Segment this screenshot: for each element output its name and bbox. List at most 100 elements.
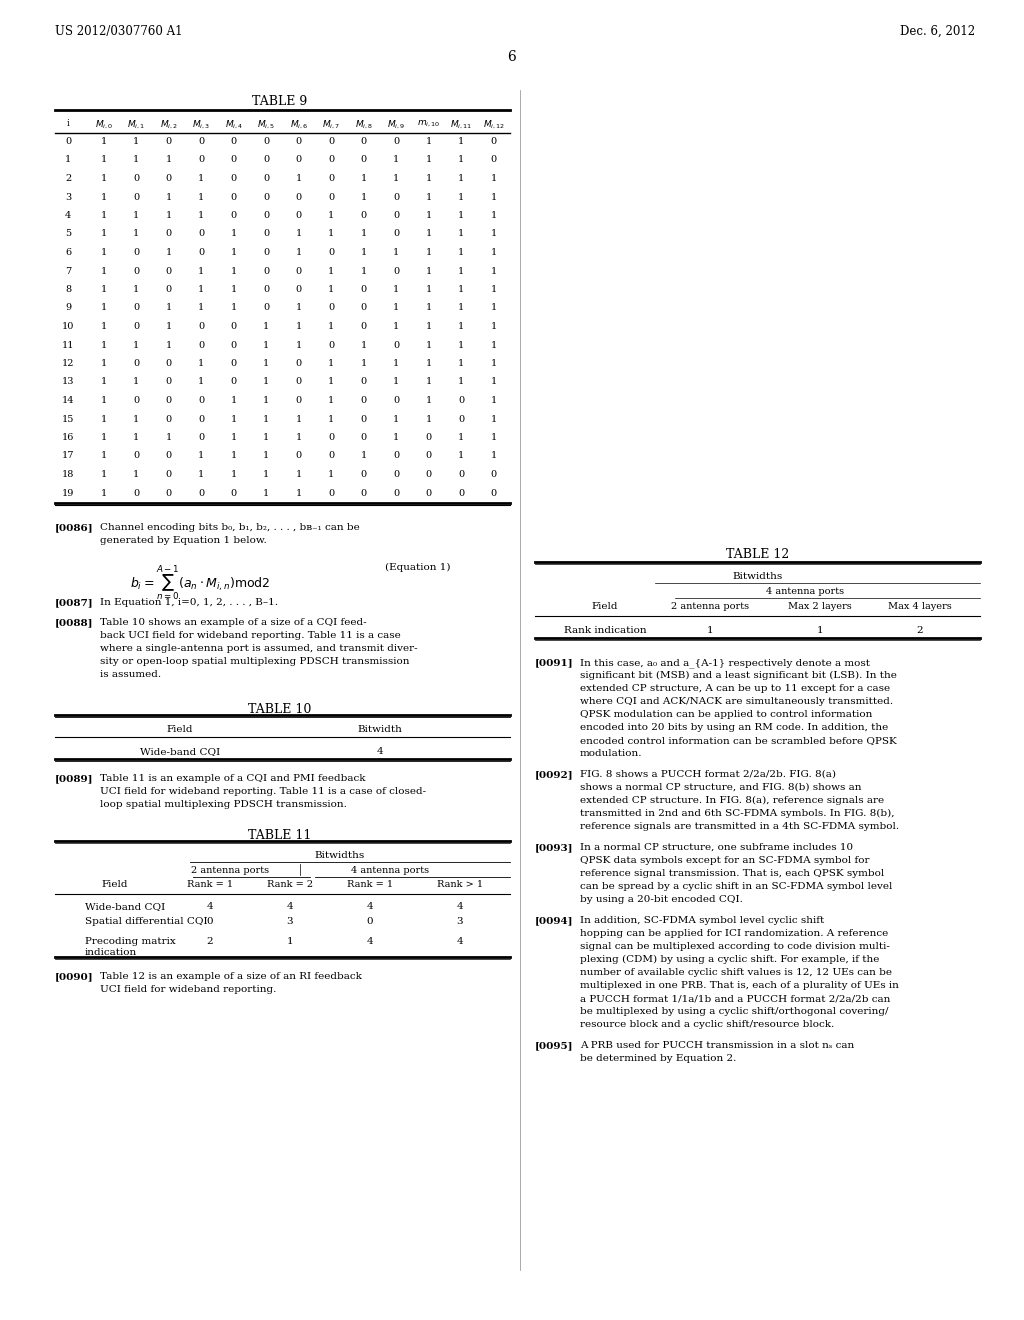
Text: 0: 0 [393, 341, 399, 350]
Text: 0: 0 [230, 137, 237, 147]
Text: 1: 1 [707, 626, 714, 635]
Text: 0: 0 [296, 211, 302, 220]
Text: 1: 1 [328, 322, 335, 331]
Text: 1: 1 [133, 137, 139, 147]
Text: 0: 0 [199, 414, 205, 424]
Text: 12: 12 [61, 359, 75, 368]
Text: 1: 1 [458, 433, 464, 442]
Text: 0: 0 [263, 267, 269, 276]
Text: 1: 1 [198, 211, 205, 220]
Text: Rank = 1: Rank = 1 [187, 880, 233, 888]
Text: 0: 0 [490, 137, 497, 147]
Text: 0: 0 [230, 156, 237, 165]
Text: $M_{i,9}$: $M_{i,9}$ [387, 119, 406, 131]
Text: 1: 1 [100, 285, 106, 294]
Text: 1: 1 [817, 626, 823, 635]
Text: encoded into 20 bits by using an RM code. In addition, the: encoded into 20 bits by using an RM code… [580, 723, 888, 733]
Text: 1: 1 [263, 414, 269, 424]
Text: 0: 0 [328, 433, 334, 442]
Text: $M_{i,1}$: $M_{i,1}$ [127, 119, 145, 131]
Text: 1: 1 [198, 174, 205, 183]
Text: multiplexed in one PRB. That is, each of a plurality of UEs in: multiplexed in one PRB. That is, each of… [580, 981, 899, 990]
Text: QPSK modulation can be applied to control information: QPSK modulation can be applied to contro… [580, 710, 872, 719]
Text: 1: 1 [198, 359, 205, 368]
Text: 0: 0 [263, 193, 269, 202]
Text: 1: 1 [166, 304, 172, 313]
Text: In addition, SC-FDMA symbol level cyclic shift: In addition, SC-FDMA symbol level cyclic… [580, 916, 824, 925]
Text: $M_{i,6}$: $M_{i,6}$ [290, 119, 308, 131]
Text: 0: 0 [207, 917, 213, 927]
Text: 1: 1 [296, 470, 302, 479]
Text: [0095]: [0095] [535, 1041, 573, 1049]
Text: 0: 0 [360, 470, 367, 479]
Text: 18: 18 [61, 470, 74, 479]
Text: 0: 0 [263, 174, 269, 183]
Text: 0: 0 [296, 156, 302, 165]
Text: 0: 0 [393, 211, 399, 220]
Text: by using a 20-bit encoded CQI.: by using a 20-bit encoded CQI. [580, 895, 742, 904]
Text: 1: 1 [393, 414, 399, 424]
Text: [0094]: [0094] [535, 916, 573, 925]
Text: 0: 0 [296, 267, 302, 276]
Text: 1: 1 [100, 304, 106, 313]
Text: 1: 1 [263, 396, 269, 405]
Text: 1: 1 [426, 230, 432, 239]
Text: $M_{i,11}$: $M_{i,11}$ [451, 119, 472, 131]
Text: 0: 0 [199, 156, 205, 165]
Text: 0: 0 [360, 378, 367, 387]
Text: Wide-band CQI: Wide-band CQI [85, 902, 165, 911]
Text: 4: 4 [287, 902, 293, 911]
Text: extended CP structure. In FIG. 8(a), reference signals are: extended CP structure. In FIG. 8(a), ref… [580, 796, 884, 805]
Text: 1: 1 [328, 396, 335, 405]
Text: 1: 1 [426, 378, 432, 387]
Text: [0093]: [0093] [535, 843, 573, 851]
Text: [0092]: [0092] [535, 770, 573, 779]
Text: 1: 1 [458, 193, 464, 202]
Text: 1: 1 [490, 396, 497, 405]
Text: 1: 1 [458, 230, 464, 239]
Text: 1: 1 [230, 433, 237, 442]
Text: 1: 1 [426, 248, 432, 257]
Text: 1: 1 [133, 470, 139, 479]
Text: 1: 1 [490, 304, 497, 313]
Text: 0: 0 [166, 414, 172, 424]
Text: 13: 13 [61, 378, 75, 387]
Text: 16: 16 [61, 433, 74, 442]
Text: Wide-band CQI: Wide-band CQI [140, 747, 220, 756]
Text: 0: 0 [328, 137, 334, 147]
Text: 0: 0 [458, 396, 464, 405]
Text: 2: 2 [65, 174, 71, 183]
Text: 1: 1 [458, 359, 464, 368]
Text: 0: 0 [166, 285, 172, 294]
Text: 1: 1 [296, 174, 302, 183]
Text: 0: 0 [199, 137, 205, 147]
Text: 1: 1 [426, 137, 432, 147]
Text: (Equation 1): (Equation 1) [385, 564, 451, 572]
Text: 0: 0 [263, 230, 269, 239]
Text: 1: 1 [230, 304, 237, 313]
Text: Precoding matrix: Precoding matrix [85, 937, 176, 946]
Text: 4 antenna ports: 4 antenna ports [351, 866, 429, 875]
Text: 1: 1 [100, 341, 106, 350]
Text: 1: 1 [360, 267, 367, 276]
Text: loop spatial multiplexing PDSCH transmission.: loop spatial multiplexing PDSCH transmis… [100, 800, 347, 809]
Text: 0: 0 [230, 174, 237, 183]
Text: 0: 0 [199, 433, 205, 442]
Text: 0: 0 [360, 211, 367, 220]
Text: 1: 1 [360, 230, 367, 239]
Text: 0: 0 [133, 488, 139, 498]
Text: 0: 0 [263, 304, 269, 313]
Text: 1: 1 [263, 378, 269, 387]
Text: 17: 17 [61, 451, 75, 461]
Text: 0: 0 [166, 396, 172, 405]
Text: 0: 0 [296, 359, 302, 368]
Text: 1: 1 [100, 433, 106, 442]
Text: 4: 4 [65, 211, 71, 220]
Text: Bitwidths: Bitwidths [732, 572, 782, 581]
Text: 1: 1 [458, 174, 464, 183]
Text: 1: 1 [328, 230, 335, 239]
Text: 1: 1 [393, 304, 399, 313]
Text: 1: 1 [458, 451, 464, 461]
Text: 1: 1 [360, 359, 367, 368]
Text: 0: 0 [199, 322, 205, 331]
